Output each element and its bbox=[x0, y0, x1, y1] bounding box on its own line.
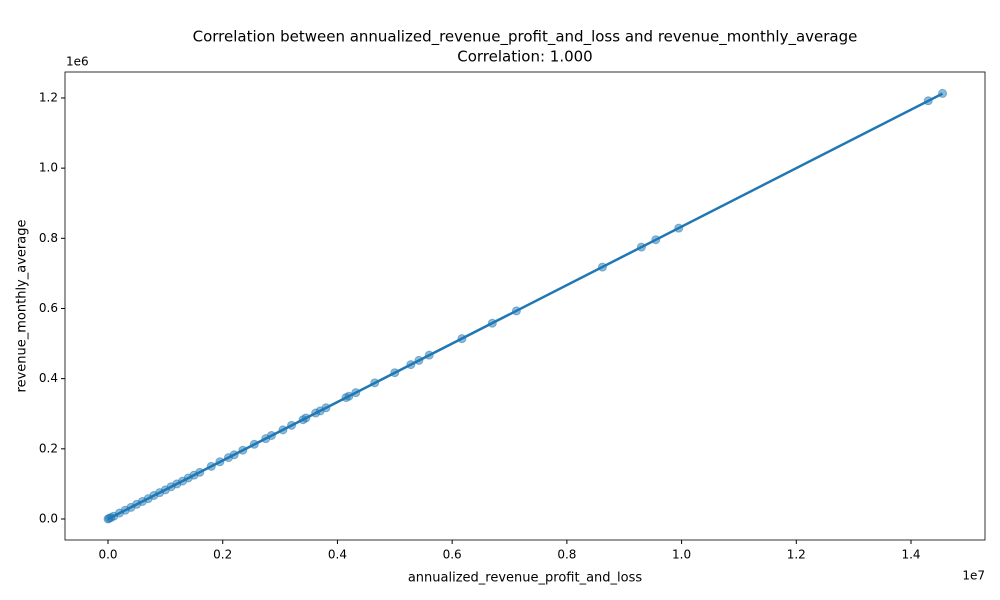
regression-line bbox=[107, 92, 944, 521]
y-tick-label: 0.2 bbox=[39, 441, 58, 455]
x-tick-label: 1.0 bbox=[672, 548, 691, 562]
y-tick-label: 0.0 bbox=[39, 511, 58, 525]
x-tick-label: 0.2 bbox=[213, 548, 232, 562]
x-tick-label: 1.2 bbox=[787, 548, 806, 562]
x-tick-label: 0.4 bbox=[328, 548, 347, 562]
y-axis-label: revenue_monthly_average bbox=[15, 220, 30, 393]
y-tick-label: 0.4 bbox=[39, 371, 58, 385]
x-tick-label: 0.0 bbox=[98, 548, 117, 562]
y-tick-label: 0.8 bbox=[39, 231, 58, 245]
y-tick-label: 1.2 bbox=[39, 90, 58, 104]
plot-frame bbox=[64, 71, 986, 541]
x-tick-label: 0.6 bbox=[443, 548, 462, 562]
x-axis-label: annualized_revenue_profit_and_loss bbox=[408, 571, 643, 586]
y-tick-label: 1.0 bbox=[39, 161, 58, 175]
chart-subtitle: Correlation: 1.000 bbox=[457, 48, 592, 66]
x-offset-label: 1e7 bbox=[962, 569, 985, 583]
y-tick-label: 0.6 bbox=[39, 301, 58, 315]
chart-title: Correlation between annualized_revenue_p… bbox=[193, 28, 858, 47]
x-tick-label: 1.4 bbox=[901, 548, 920, 562]
y-offset-label: 1e6 bbox=[66, 55, 89, 69]
x-tick-label: 0.8 bbox=[557, 548, 576, 562]
